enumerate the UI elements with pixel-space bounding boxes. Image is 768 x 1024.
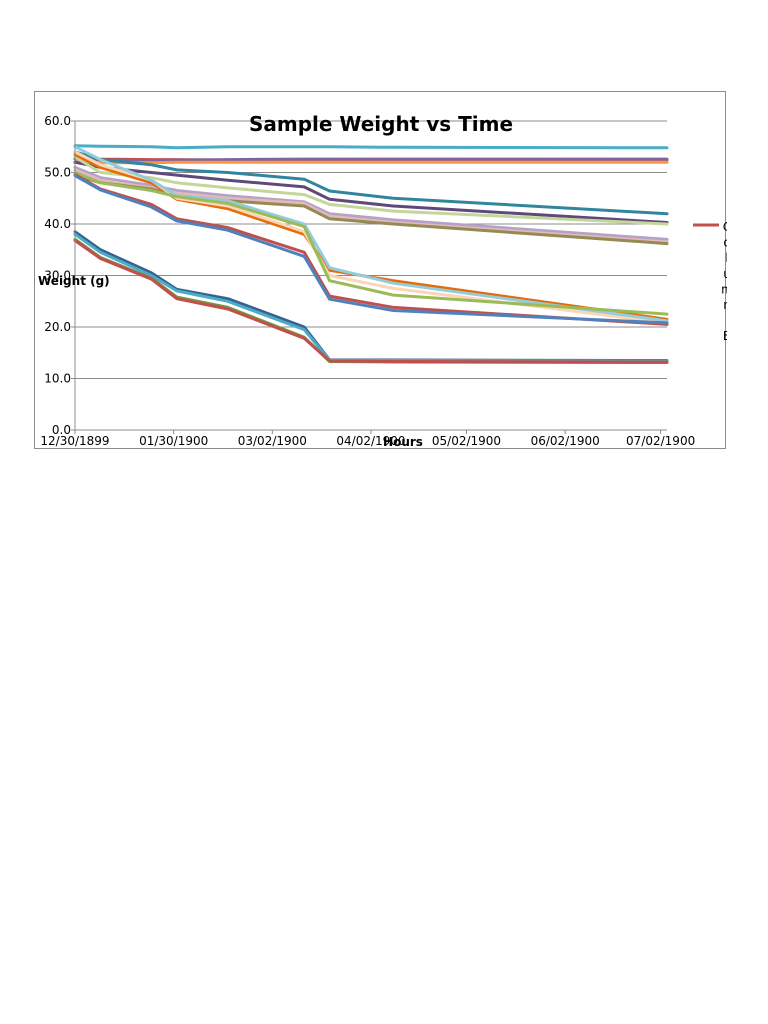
x-tick-label: 03/02/1900	[238, 434, 307, 448]
series-lines	[73, 144, 669, 364]
y-tick-label: 10.0	[44, 372, 71, 386]
y-tick-label: 50.0	[44, 166, 71, 180]
axes	[74, 121, 667, 431]
x-tick-label: 12/30/1899	[40, 434, 109, 448]
series-line	[73, 155, 669, 226]
series-line	[73, 157, 669, 163]
y-axis-title: Weight (g)	[38, 274, 110, 288]
y-tick-label: 0.0	[52, 423, 71, 437]
series-line	[73, 230, 669, 362]
y-tick-label: 40.0	[44, 217, 71, 231]
x-tick-label: 05/02/1900	[432, 434, 501, 448]
x-axis-title: Hours	[383, 435, 423, 449]
series-line	[73, 174, 669, 325]
series-line	[73, 237, 669, 364]
series-line	[73, 145, 669, 323]
x-tick-label: 07/02/1900	[626, 434, 695, 448]
series-line	[73, 168, 669, 244]
chart-title: Sample Weight vs Time	[249, 112, 513, 136]
gridlines	[71, 120, 667, 434]
line-chart: 0.0 10.0 20.0 30.0 40.0 50.0 60.0 12/30/1899 01…	[38, 112, 727, 449]
x-tick-label: 01/30/1900	[139, 434, 208, 448]
series-line	[73, 144, 669, 150]
series-line	[73, 239, 669, 364]
legend-label: Column B	[721, 220, 727, 343]
series-line	[73, 165, 669, 241]
series-line	[73, 150, 669, 216]
y-tick-label: 60.0	[44, 114, 71, 128]
x-tick-labels: 12/30/1899 01/30/1900 03/02/1900 04/02/1900…	[40, 434, 695, 448]
series-line	[73, 150, 669, 325]
y-tick-label: 20.0	[44, 320, 71, 334]
x-tick-label: 04/02/1900	[336, 434, 405, 448]
y-tick-label: 30.0	[44, 269, 71, 283]
chart-frame: 0.0 10.0 20.0 30.0 40.0 50.0 60.0 12/30/1899 01…	[34, 91, 727, 449]
series-line	[73, 160, 669, 165]
y-tick-labels: 0.0 10.0 20.0 30.0 40.0 50.0 60.0	[44, 114, 71, 437]
legend: Column B	[693, 220, 727, 343]
series-line	[73, 232, 669, 363]
x-tick-label: 06/02/1900	[531, 434, 600, 448]
series-line	[73, 171, 669, 316]
